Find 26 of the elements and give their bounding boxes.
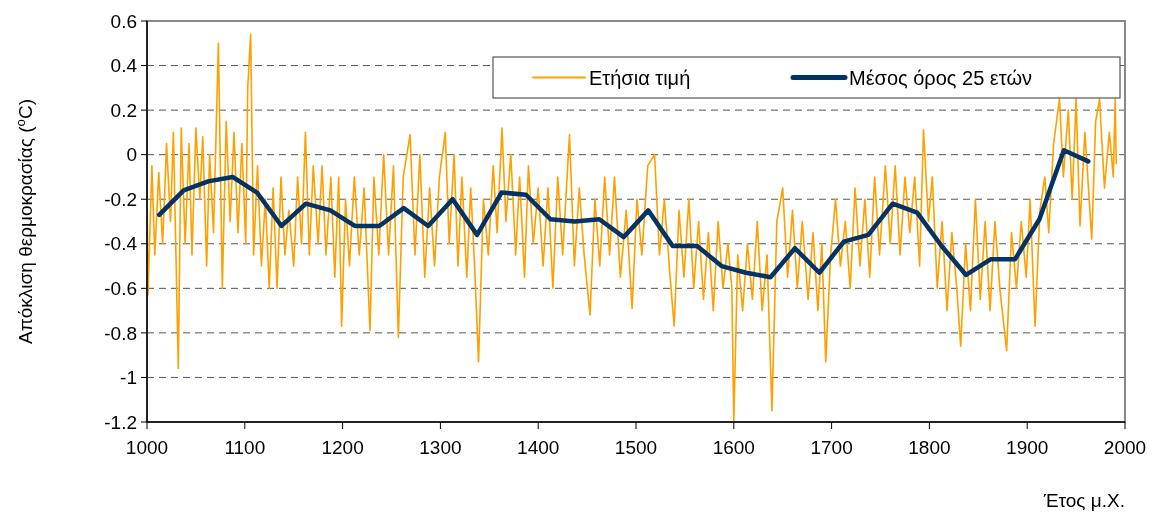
x-axis-title: Έτος μ.Χ. (1042, 490, 1125, 511)
x-tick-label: 1200 (321, 437, 364, 458)
legend-label: Μέσος όρος 25 ετών (849, 66, 1033, 89)
x-tick-label: 1000 (125, 437, 169, 458)
line-series (156, 147, 1091, 280)
line-series (147, 33, 1117, 422)
x-tick-label: 1700 (810, 437, 853, 458)
y-tick-label: -0.8 (104, 322, 137, 344)
x-tick-label: 1800 (908, 437, 951, 458)
x-tick-label: 1600 (712, 437, 755, 458)
x-tick-label: 2000 (1103, 437, 1147, 458)
y-tick-label: -0.2 (104, 188, 137, 210)
x-tick-label: 1900 (1006, 437, 1049, 458)
x-tick-label: 1100 (224, 437, 266, 458)
x-tick-label: 1300 (419, 437, 462, 458)
y-tick-label: 0.4 (110, 55, 138, 77)
x-tick-label: 1400 (517, 437, 560, 458)
y-tick-label: 0 (126, 144, 137, 166)
x-tick-label: 1500 (614, 437, 658, 458)
y-tick-label: -0.4 (104, 233, 138, 255)
y-tick-label: 0.2 (110, 99, 137, 121)
y-tick-label: -1.2 (104, 411, 137, 433)
y-tick-label: -0.6 (104, 277, 137, 299)
y-tick-label: -1 (120, 367, 137, 389)
y-tick-label: 0.6 (110, 10, 137, 32)
legend-label: Ετήσια τιμή (589, 66, 691, 89)
